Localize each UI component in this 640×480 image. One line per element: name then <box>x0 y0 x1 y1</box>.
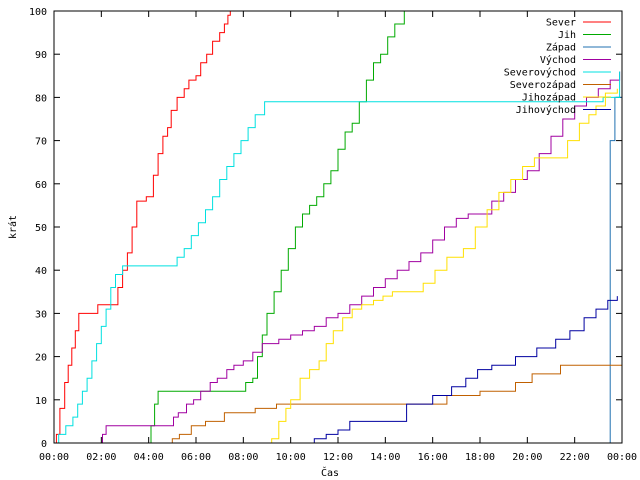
x-tick-label: 14:00 <box>370 452 400 463</box>
legend-label-severovychod: Severovýchod <box>504 67 576 79</box>
x-tick-label: 08:00 <box>228 452 258 463</box>
x-tick-label: 04:00 <box>134 452 164 463</box>
y-tick-label: 50 <box>35 223 47 234</box>
series-lines <box>54 11 623 444</box>
y-tick-labels: 0 10 20 30 40 50 60 70 80 90 100 <box>29 7 47 450</box>
x-tick-label: 18:00 <box>465 452 495 463</box>
x-tick-label: 12:00 <box>323 452 353 463</box>
legend-label-jihovychod: Jihovýchod <box>516 104 576 116</box>
x-tick-label: 22:00 <box>560 452 590 463</box>
x-tick-label: 06:00 <box>181 452 211 463</box>
legend-label-jihozapad: Jihozápad <box>522 92 576 104</box>
legend-label-zapad: Západ <box>546 42 576 54</box>
x-tick-label: 16:00 <box>418 452 448 463</box>
legend-label-sever: Sever <box>546 18 576 29</box>
y-tick-label: 10 <box>35 396 47 407</box>
x-tick-label: 10:00 <box>276 452 306 463</box>
x-axis-label: Čas <box>321 466 339 479</box>
series-line-vychod <box>54 71 621 444</box>
x-tick-label: 02:00 <box>86 452 116 463</box>
y-tick-label: 0 <box>41 439 47 450</box>
legend: SeverJihZápadVýchodSeverovýchodSeverozáp… <box>504 18 611 116</box>
series-line-sever <box>54 11 231 444</box>
x-tick-labels: 00:00 02:00 04:00 06:00 08:00 10:00 12:00 14:00… <box>39 452 637 463</box>
legend-label-jih: Jih <box>558 30 576 41</box>
y-tick-label: 60 <box>35 180 47 191</box>
y-tick-label: 80 <box>35 93 47 104</box>
y-tick-label: 20 <box>35 353 47 364</box>
series-line-jihozapad <box>54 88 618 444</box>
y-tick-label: 40 <box>35 266 47 277</box>
legend-label-severozapad: Severozápad <box>510 79 576 91</box>
series-line-jihovychod <box>54 296 618 444</box>
y-tick-label: 70 <box>35 137 47 148</box>
series-line-severovychod <box>54 71 621 444</box>
x-tick-label: 20:00 <box>512 452 542 463</box>
y-tick-label: 90 <box>35 50 47 61</box>
legend-label-vychod: Východ <box>540 54 576 66</box>
series-line-severozapad <box>54 364 622 444</box>
y-axis-label: krát <box>7 215 19 239</box>
x-tick-label: 00:00 <box>607 452 637 463</box>
series-line-jih <box>54 11 405 444</box>
y-tick-label: 30 <box>35 309 47 320</box>
plot-area <box>54 11 622 443</box>
x-tick-label: 00:00 <box>39 452 69 463</box>
y-tick-label: 100 <box>29 7 47 18</box>
plot-frame <box>53 10 623 444</box>
